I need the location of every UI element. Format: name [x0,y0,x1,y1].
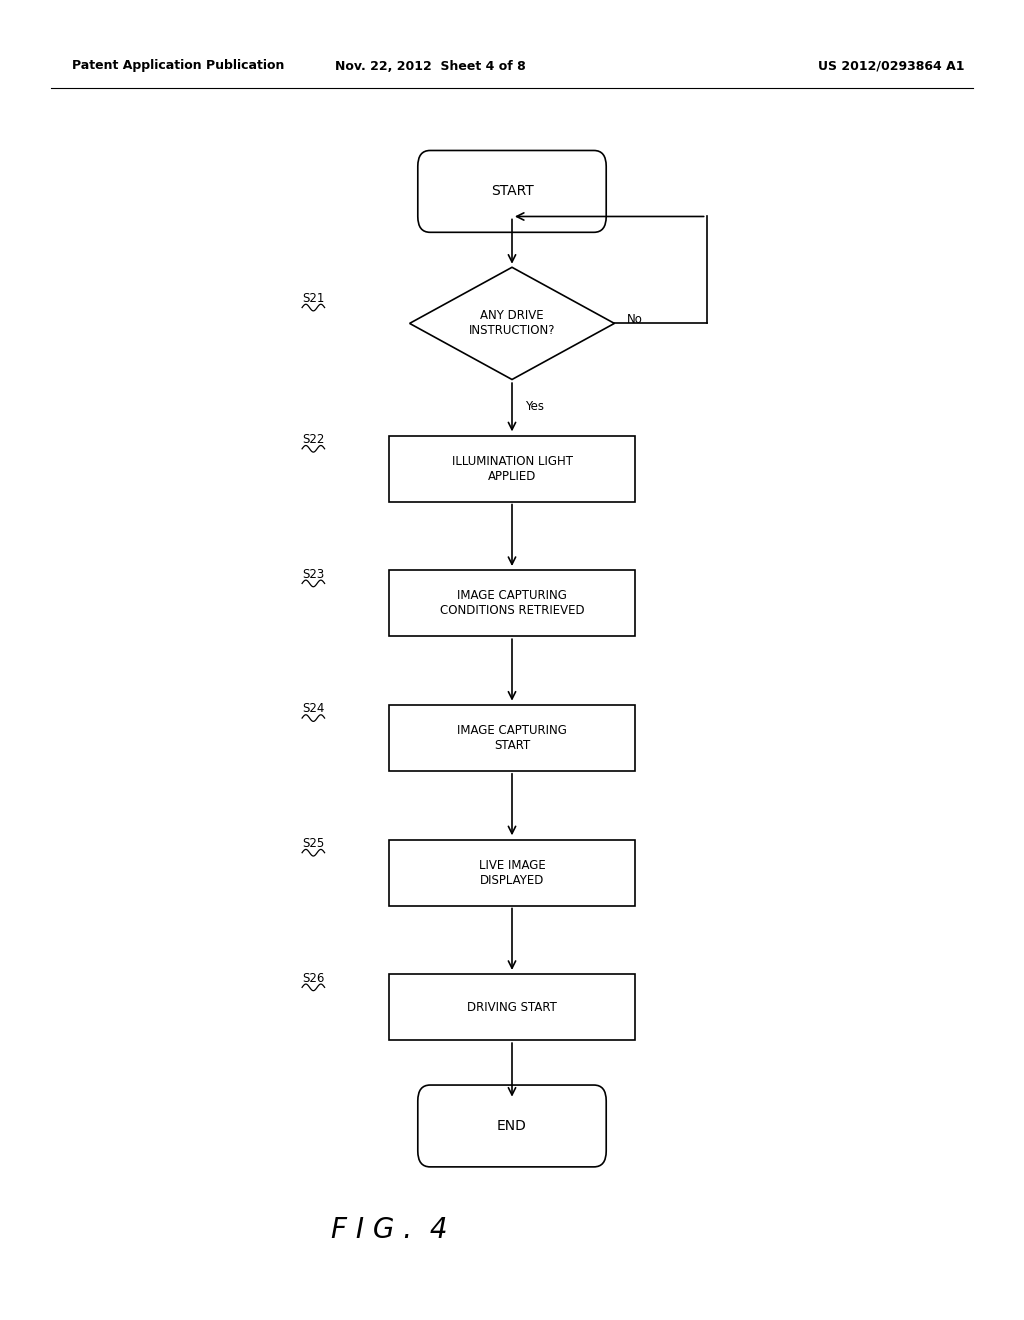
Text: Patent Application Publication: Patent Application Publication [72,59,284,73]
Text: IMAGE CAPTURING
CONDITIONS RETRIEVED: IMAGE CAPTURING CONDITIONS RETRIEVED [439,589,585,618]
Bar [389,436,635,502]
Text: END: END [497,1119,527,1133]
Text: S21: S21 [302,292,325,305]
FancyBboxPatch shape [418,150,606,232]
Text: LIVE IMAGE
DISPLAYED: LIVE IMAGE DISPLAYED [478,858,546,887]
Text: S25: S25 [302,837,325,850]
Bar [389,705,635,771]
Text: S24: S24 [302,702,325,715]
Text: ANY DRIVE
INSTRUCTION?: ANY DRIVE INSTRUCTION? [469,309,555,338]
Text: IMAGE CAPTURING
START: IMAGE CAPTURING START [457,723,567,752]
FancyBboxPatch shape [418,1085,606,1167]
Text: US 2012/0293864 A1: US 2012/0293864 A1 [817,59,965,73]
Text: Yes: Yes [525,400,545,413]
Text: S23: S23 [302,568,325,581]
Text: F I G .  4: F I G . 4 [331,1216,447,1245]
Text: S22: S22 [302,433,325,446]
Text: S26: S26 [302,972,325,985]
Text: START: START [490,185,534,198]
Text: ILLUMINATION LIGHT
APPLIED: ILLUMINATION LIGHT APPLIED [452,454,572,483]
Text: DRIVING START: DRIVING START [467,1001,557,1014]
Polygon shape [410,267,614,380]
Bar [389,570,635,636]
Text: Nov. 22, 2012  Sheet 4 of 8: Nov. 22, 2012 Sheet 4 of 8 [335,59,525,73]
Bar [389,974,635,1040]
Bar [389,840,635,906]
Text: No: No [627,313,643,326]
